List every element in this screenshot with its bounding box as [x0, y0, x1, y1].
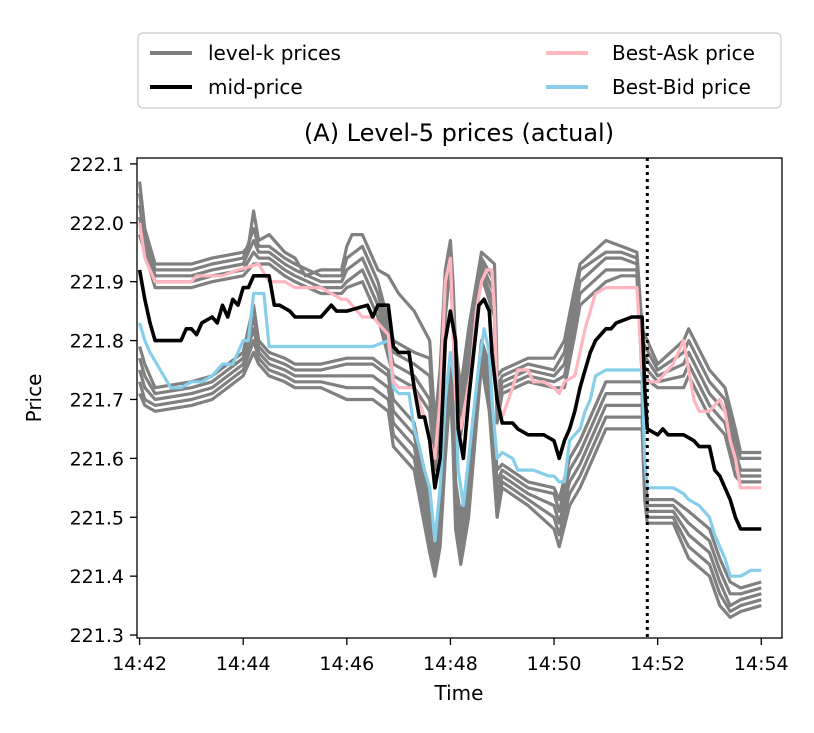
y-tick-label: 221.6 — [70, 448, 124, 470]
x-tick-label: 14:44 — [216, 653, 271, 675]
x-tick-label: 14:54 — [734, 653, 789, 675]
x-axis-label: Time — [434, 681, 484, 705]
mid-price-line — [137, 269, 762, 531]
legend-label-best-ask: Best-Ask price — [612, 41, 755, 65]
legend-frame — [137, 32, 782, 109]
y-tick-label: 222.1 — [70, 154, 124, 176]
x-tick-label: 14:42 — [112, 653, 167, 675]
best-ask-price-line — [138, 222, 762, 490]
y-tick-label: 221.8 — [70, 331, 124, 353]
legend-label-best-bid: Best-Bid price — [612, 75, 751, 99]
legend-label-level-k: level-k prices — [208, 41, 341, 65]
y-tick-label: 221.5 — [70, 507, 124, 529]
level-k-price-line-10 — [138, 350, 762, 620]
x-tick-label: 14:50 — [527, 653, 582, 675]
series-layer — [137, 181, 762, 620]
y-tick-label: 221.4 — [70, 566, 124, 588]
y-axis-ticks: 221.3 221.4 221.5 221.6 221.7 221.8 221.9 222.0… — [70, 154, 137, 647]
y-tick-label: 222.0 — [70, 213, 124, 235]
plot-area-frame — [136, 157, 783, 639]
legend-label-mid-price: mid-price — [208, 75, 303, 99]
y-tick-label: 221.3 — [70, 625, 124, 647]
x-axis-ticks: 14:42 14:44 14:46 14:48 14:50 14:52 14:54 — [112, 638, 789, 675]
y-tick-label: 221.7 — [70, 389, 124, 411]
x-tick-label: 14:48 — [423, 653, 478, 675]
chart-title: (A) Level-5 prices (actual) — [304, 119, 614, 147]
y-axis-label: Price — [22, 374, 46, 423]
legend: level-k prices mid-price Best-Ask price … — [137, 32, 782, 109]
x-tick-label: 14:52 — [630, 653, 685, 675]
y-tick-label: 221.9 — [70, 272, 124, 294]
x-tick-label: 14:46 — [319, 653, 374, 675]
best-bid-price-line — [138, 291, 762, 578]
